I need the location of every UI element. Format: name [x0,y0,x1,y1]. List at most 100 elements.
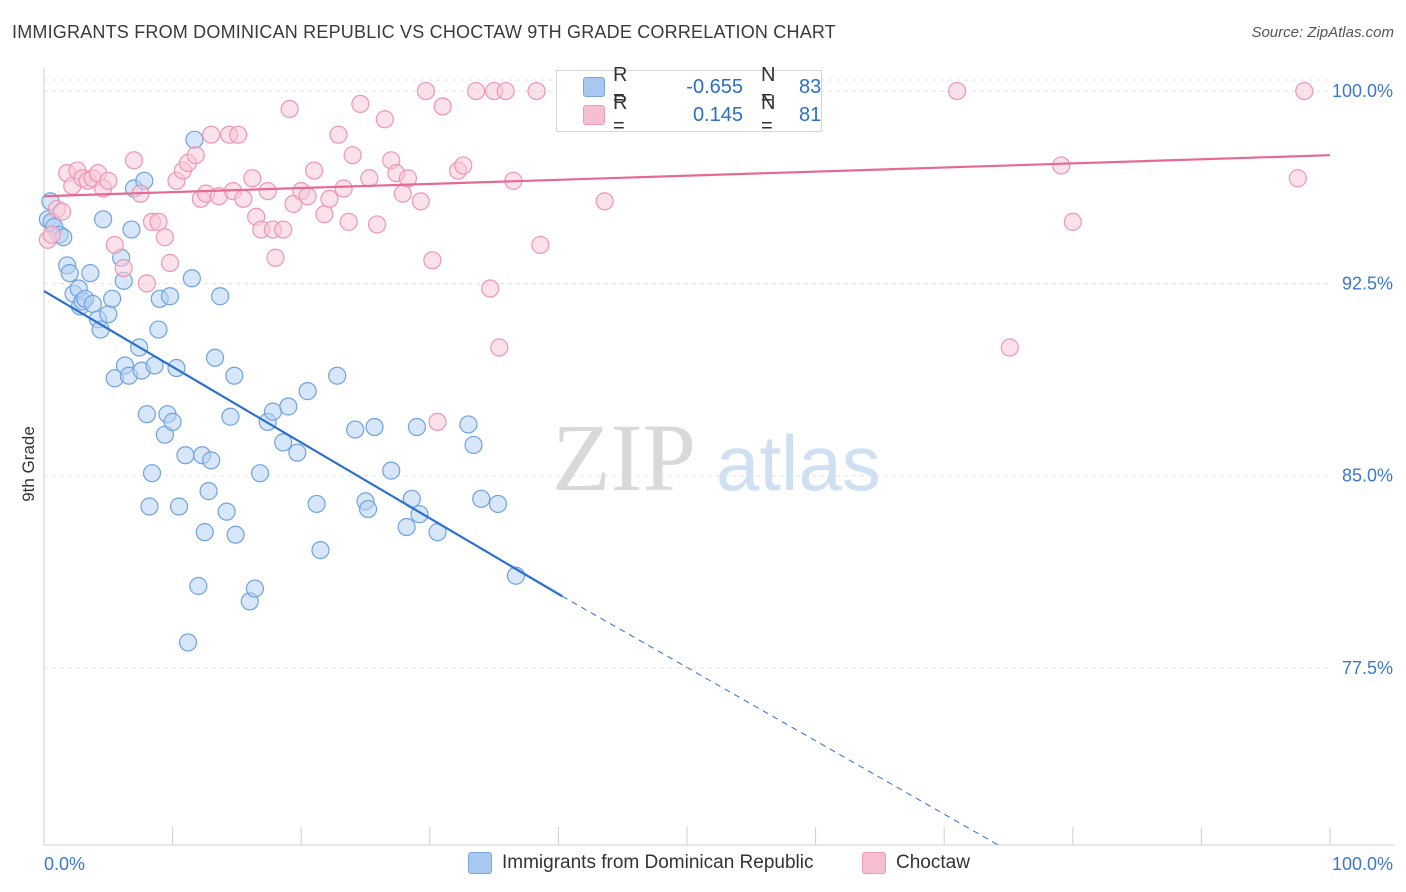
choctaw-point-34 [243,169,262,188]
x-tick-label-0: 0.0% [44,854,85,874]
choctaw-point-44 [298,187,317,206]
dominican-point-18 [99,305,118,324]
dominican-point-46 [189,576,208,596]
series-legend-dominican: Immigrants from Dominican Republic [468,852,814,874]
watermark: ZIP atlas [552,404,881,511]
choctaw-point-75 [595,192,614,211]
choctaw-point-50 [339,212,358,231]
choctaw-point-3 [52,202,72,221]
choctaw-point-20 [155,228,174,247]
choctaw-point-15 [124,151,144,170]
choctaw-point-32 [229,125,248,144]
dominican-point-58 [245,579,265,598]
dominican-point-80 [464,435,483,455]
dominican-point-71 [358,499,378,519]
choctaw-point-60 [411,192,430,211]
choctaw-point-21 [160,253,180,272]
choctaw-point-76 [947,81,967,101]
legend-n-label: N = [761,92,776,137]
trend-lines [43,154,1331,846]
dominican-point-30 [137,405,156,424]
choctaw-point-62 [423,251,442,270]
x-tick-labels: 0.0% 100.0% [44,854,1393,874]
choctaw-point-55 [375,110,394,129]
dominican-point-17 [94,210,113,229]
y-tick-label-2: 92.5% [1342,273,1393,293]
choctaw-point-80 [1288,169,1307,188]
choctaw-point-81 [1295,81,1314,101]
dominican-point-73 [382,461,401,480]
series-label-choctaw: Choctaw [896,852,970,873]
choctaw-point-74 [531,235,550,255]
dominican-point-14 [83,294,102,314]
dominican-point-7 [60,264,79,283]
series-legend: Immigrants from Dominican Republic Choct… [0,852,1406,878]
watermark-zip: ZIP [552,404,696,511]
dominican-point-43 [178,633,198,652]
y-tick-label-0: 77.5% [1342,658,1393,678]
choctaw-point-37 [258,181,277,201]
dominican-point-67 [311,540,330,560]
y-tick-labels: 77.5% 85.0% 92.5% 100.0% [1332,81,1393,678]
choctaw-point-49 [334,179,353,198]
x-tick-label-1: 100.0% [1332,854,1393,874]
dominican-point-62 [274,433,293,452]
choctaw-point-17 [137,274,156,293]
choctaw-point-46 [315,205,334,224]
choctaw-point-51 [343,146,362,165]
legend-swatch-dominican [583,77,605,97]
dominican-trend-extension [562,595,999,846]
dominican-point-52 [211,287,230,306]
legend-r-value: 0.145 [692,103,743,126]
dominican-point-38 [160,287,180,306]
y-axis-label: 9th Grade [19,426,38,502]
dominican-point-63 [279,397,298,416]
choctaw-point-47 [320,189,339,208]
dominican-point-50 [202,451,221,470]
choctaw-point-66 [454,156,473,175]
legend-n-label: N = [761,64,776,109]
chart-title: IMMIGRANTS FROM DOMINICAN REPUBLIC VS CH… [12,22,836,42]
choctaw-point-54 [367,215,387,234]
dominican-point-72 [365,417,384,437]
dominican-trend-line [43,290,563,598]
dominican-point-53 [217,502,236,521]
dominican-point-66 [307,494,326,514]
watermark-atlas: atlas [716,419,881,507]
choctaw-point-41 [280,99,299,119]
dominican-point-59 [250,464,270,483]
legend-r-label: R = [613,64,628,109]
choctaw-point-77 [1000,338,1019,357]
choctaw-point-40 [274,220,293,239]
dominican-point-64 [288,443,307,462]
choctaw-point-61 [416,81,436,101]
choctaw-point-53 [360,169,379,188]
dominican-point-51 [205,348,225,367]
dominican-point-41 [169,497,189,516]
dominican-point-42 [176,446,195,465]
correlation-legend: R = -0.655 N = 83 R = 0.145 N = 81 [556,64,822,137]
series-legend-choctaw: Choctaw [862,852,970,874]
dominican-point-55 [225,366,244,385]
dominican-point-79 [459,415,478,434]
choctaw-point-14 [114,258,133,278]
dominican-point-54 [221,407,240,426]
dominican-point-44 [182,269,201,288]
choctaw-point-39 [266,248,285,267]
choctaw-trend-line [43,154,1331,198]
dominican-point-68 [328,366,347,385]
dominican-point-32 [142,464,162,483]
dominican-point-69 [346,420,365,439]
source-label: Source: ZipAtlas.com [1251,24,1394,41]
legend-swatch-choctaw [583,105,605,125]
choctaw-point-78 [1052,156,1071,175]
choctaw-point-12 [99,171,118,190]
choctaw-point-13 [105,235,124,255]
choctaw-point-33 [234,189,253,208]
y-tick-label-1: 85.0% [1342,466,1393,486]
series-swatch-dominican [468,852,492,874]
legend-n-value: 83 [799,75,822,98]
dominican-point-13 [81,264,100,283]
choctaw-point-73 [527,81,546,101]
